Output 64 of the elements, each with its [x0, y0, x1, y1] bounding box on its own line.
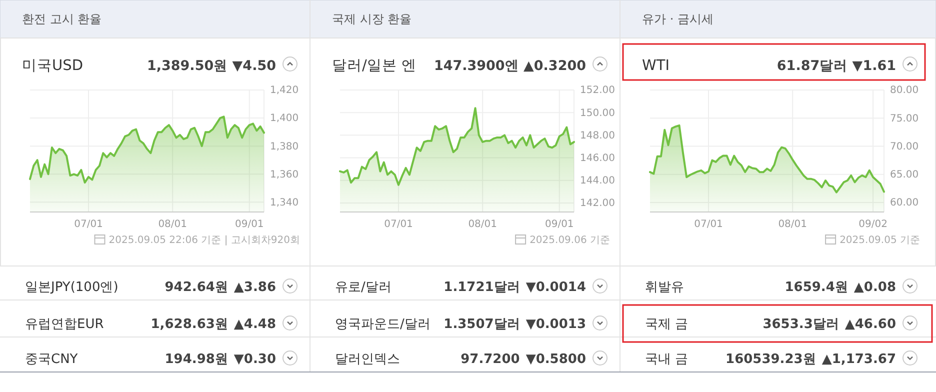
text: 1659.4원 [784, 280, 848, 295]
text: 유가 · 금시세 [642, 12, 714, 26]
text: 1,628.63원 [150, 317, 228, 332]
text: 유럽연합EUR [25, 317, 104, 332]
y-tick-label: 142.00 [580, 198, 615, 210]
text: 국제 금 [645, 317, 688, 332]
x-tick-label: 07/01 [384, 219, 413, 230]
y-tick-label: 1,400 [270, 113, 299, 124]
text: ▼0.0014 [526, 280, 586, 295]
y-tick-label: 80.00 [890, 85, 919, 96]
text: ▲1,173.67 [822, 352, 896, 367]
x-tick-label: 08/01 [468, 219, 498, 230]
x-tick-label: 08/01 [778, 219, 808, 230]
text: 942.64원 [164, 280, 228, 295]
text: ▼0.30 [234, 352, 276, 367]
y-tick-label: 144.00 [580, 176, 615, 187]
x-tick-label: 09/02 [858, 219, 888, 230]
text: ▼0.0013 [526, 317, 586, 332]
y-tick-label: 1,420 [270, 85, 299, 96]
text: 환전 고시 환율 [22, 12, 102, 26]
text: 2025.09.05 22:06 기준 | 고시회차920회 [108, 235, 300, 246]
text: 1.3507달러 [444, 317, 520, 332]
x-tick-label: 09/01 [544, 219, 574, 230]
y-tick-label: 1,380 [270, 141, 299, 152]
text: 3653.3달러 [762, 317, 839, 332]
y-tick-label: 150.00 [580, 108, 615, 119]
text: 영국파운드/달러 [335, 317, 430, 332]
y-tick-label: 60.00 [890, 198, 919, 209]
x-tick-label: 09/01 [234, 219, 264, 230]
text: ▲46.60 [844, 317, 896, 332]
y-tick-label: 65.00 [890, 170, 919, 181]
chart-title: 달러/일본 엔 [332, 58, 416, 74]
text: ▲4.48 [234, 317, 276, 332]
text: 194.98원 [164, 352, 228, 367]
text: 160539.23원 [726, 352, 816, 367]
y-tick-label: 148.00 [580, 130, 615, 142]
text: ▼0.5800 [526, 352, 586, 367]
y-tick-label: 70.00 [890, 141, 919, 152]
chart-subtitle: 147.3900엔 ▲0.3200 [434, 58, 586, 74]
text: ▲0.08 [854, 280, 896, 295]
text: 중국CNY [25, 352, 78, 367]
text: 2025.09.05 기준 [840, 235, 920, 246]
text: 유로/달러 [335, 280, 392, 295]
x-tick-label: 07/01 [74, 219, 103, 230]
text: ▲3.86 [234, 280, 276, 295]
text: 일본JPY(100엔) [25, 280, 118, 295]
text: 휘발유 [645, 280, 684, 295]
x-tick-label: 07/01 [694, 219, 723, 230]
y-tick-label: 146.00 [580, 152, 615, 164]
text: 국내 금 [645, 352, 688, 367]
chart-subtitle: 1,389.50원 ▼4.50 [146, 58, 276, 74]
y-tick-label: 1,340 [270, 197, 299, 208]
y-tick-label: 75.00 [890, 113, 919, 124]
chart-subtitle: 61.87달러 ▼1.61 [776, 58, 896, 74]
chart-title: WTI [642, 58, 670, 74]
chart-title: 미국USD [22, 58, 83, 74]
text: 달러인덱스 [335, 352, 400, 367]
text: 2025.09.06 기준 [530, 235, 610, 246]
y-tick-label: 1,360 [270, 169, 299, 180]
y-tick-label: 152.00 [580, 85, 615, 96]
text: 1.1721달러 [444, 280, 520, 295]
x-tick-label: 08/01 [158, 219, 188, 230]
text: 국제 시장 환율 [332, 12, 412, 26]
text: 97.7200 [460, 352, 520, 367]
